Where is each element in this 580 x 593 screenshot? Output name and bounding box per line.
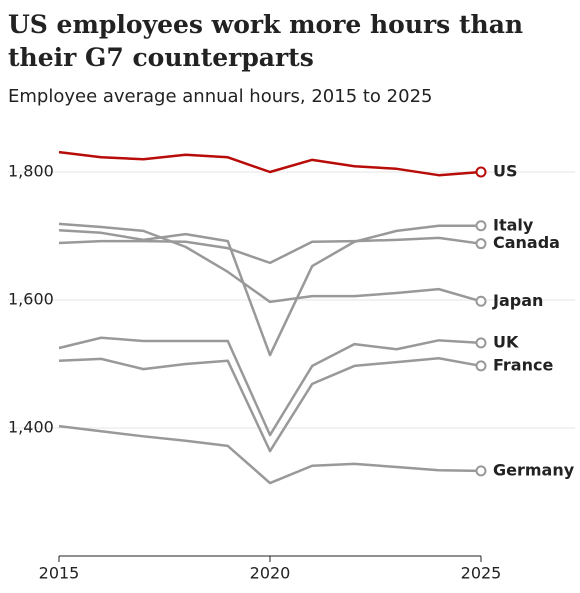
series-label: Germany — [493, 460, 575, 479]
series-line — [58, 150, 482, 177]
end-marker — [475, 220, 487, 232]
end-marker — [475, 295, 487, 307]
chart-title: US employees work more hours than their … — [8, 10, 524, 72]
end-marker — [475, 166, 487, 178]
series-label: Japan — [492, 291, 543, 310]
series-line — [58, 336, 482, 437]
series-label: US — [493, 162, 518, 181]
end-marker — [475, 337, 487, 349]
series-line — [58, 356, 482, 453]
series-line — [58, 222, 482, 304]
y-tick-label: 1,600 — [8, 290, 54, 309]
series-line — [58, 424, 482, 485]
series-label: UK — [493, 332, 519, 351]
end-marker — [475, 360, 487, 372]
y-tick-label: 1,800 — [8, 162, 54, 181]
end-marker — [475, 465, 487, 477]
series-label: Canada — [493, 233, 560, 252]
chart-subtitle: Employee average annual hours, 2015 to 2… — [8, 86, 433, 107]
x-tick-label: 2020 — [250, 564, 291, 583]
series-line — [58, 236, 482, 265]
series-label: France — [493, 355, 553, 374]
end-marker — [475, 238, 487, 250]
series-label: Italy — [493, 215, 534, 234]
x-tick-label: 2025 — [461, 564, 502, 583]
y-tick-label: 1,400 — [8, 418, 54, 437]
x-tick-label: 2015 — [39, 564, 80, 583]
series-line — [58, 224, 481, 357]
